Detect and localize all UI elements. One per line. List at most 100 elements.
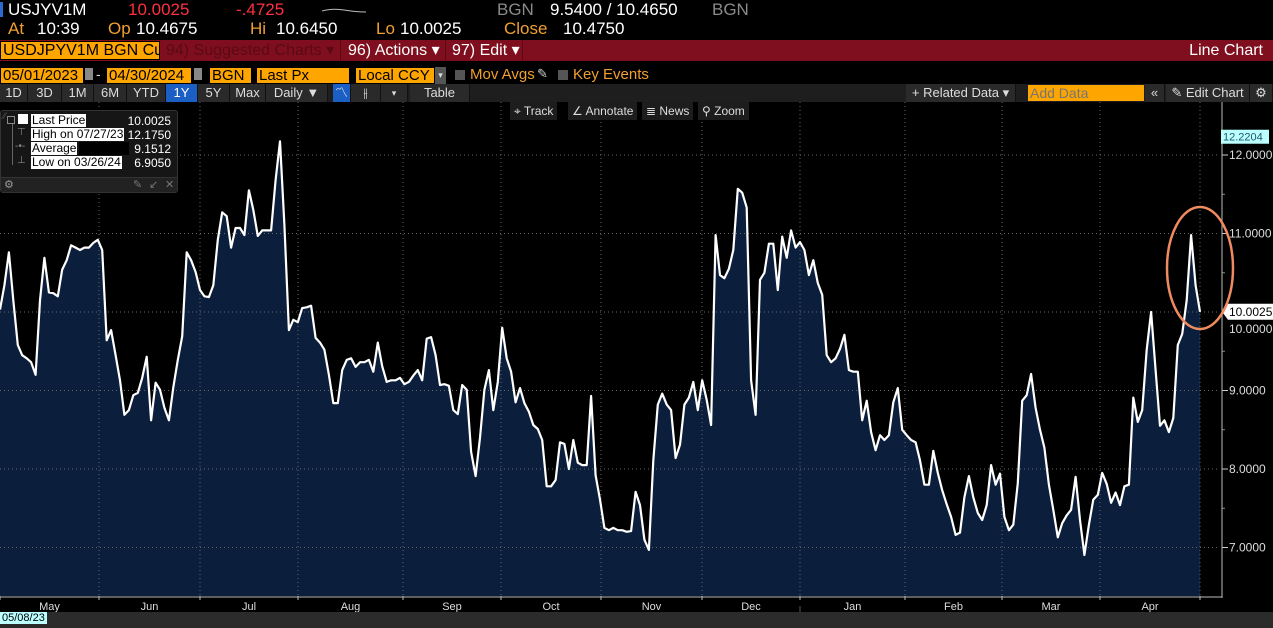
add-data-input[interactable] [1028, 85, 1144, 101]
pencil-icon: ✎ [1171, 85, 1186, 100]
annotate-icon: ∠ [572, 104, 586, 118]
end-date-field[interactable]: 04/30/2024 [106, 67, 192, 84]
period-1y[interactable]: 1Y [166, 84, 198, 102]
bid-ask: 9.5400 / 10.4650 [550, 0, 678, 19]
period-5y[interactable]: 5Y [198, 84, 230, 102]
news-label: News [659, 104, 690, 118]
time-value: 10:39 [37, 19, 80, 38]
period-ytd[interactable]: YTD [127, 84, 166, 102]
x-tick-label: Dec [741, 601, 761, 612]
x-tick-label: Jan [844, 601, 862, 612]
key-events-label[interactable]: Key Events [573, 66, 649, 83]
collapse-icon[interactable]: « [1145, 84, 1165, 102]
actions-menu[interactable]: 96) Actions ▾ [348, 42, 440, 59]
quote-stats: At 10:39 Op 10.4675 Hi 10.6450 Lo 10.002… [0, 19, 1273, 39]
pin-icon[interactable]: ✎ [133, 179, 143, 191]
series-area [0, 141, 1200, 597]
legend-value: 9.1512 [134, 142, 171, 156]
net-change: -.4725 [236, 0, 285, 19]
calendar-icon[interactable] [194, 68, 202, 80]
frequency-selector[interactable]: Daily ▼ [266, 84, 328, 102]
bar-chart-icon[interactable]: ⫲ [351, 84, 381, 102]
menu-bar: USDJPYV1M BGN Cu 94) Suggested Charts ▾ … [0, 40, 1273, 61]
legend-label: High on 07/27/23 [31, 127, 125, 141]
settings-gear-icon[interactable]: ⚙ [1250, 84, 1273, 102]
suggested-charts-menu[interactable]: 94) Suggested Charts ▾ [166, 42, 335, 59]
series-line [0, 140, 1202, 557]
close-value: 10.4750 [563, 19, 625, 38]
collapse-box-icon[interactable] [7, 116, 15, 124]
key-events-checkbox[interactable] [558, 70, 568, 80]
edit-menu[interactable]: 97) Edit ▾ [452, 42, 520, 59]
zoom-button[interactable]: ⚲ Zoom [698, 102, 749, 120]
average-marker-icon: -•- [15, 141, 26, 152]
dropdown-arrow-icon[interactable]: ▾ [435, 67, 446, 84]
x-tick-label: May [39, 601, 60, 612]
mov-avgs-checkbox[interactable] [455, 70, 465, 80]
currency-selector[interactable]: Local CCY [355, 67, 435, 84]
annotate-button[interactable]: ∠ Annotate [568, 102, 638, 120]
line-chart[interactable]: 12.0000 11.0000 10.0000 9.0000 8.0000 7.0000 M… [0, 102, 1273, 612]
x-tick-label: Apr [1141, 601, 1158, 612]
bid-ask-source-2: BGN [712, 0, 749, 19]
series-color-swatch[interactable] [18, 114, 28, 124]
drag-handle-icon[interactable]: ⁄⁄ [3, 111, 7, 121]
period-max[interactable]: Max [230, 84, 266, 102]
edit-chart-label: Edit Chart [1185, 85, 1244, 100]
low-value: 10.0025 [400, 19, 462, 38]
divider [445, 40, 446, 61]
close-icon[interactable]: ✕ [165, 179, 175, 191]
low-marker-icon: ⊥ [17, 155, 26, 166]
news-button[interactable]: ≣ News [642, 102, 694, 120]
date-separator: - [96, 66, 101, 82]
axis-max-label-bg [1221, 129, 1269, 144]
period-1m[interactable]: 1M [62, 84, 94, 102]
x-tick-label: Feb [944, 601, 963, 612]
mov-avgs-label[interactable]: Mov Avgs [470, 66, 535, 83]
last-price: 10.0025 [128, 0, 190, 19]
annotate-label: Annotate [585, 104, 634, 118]
chart-toolbar: 1D 3D 1M 6M YTD 1Y 5Y Max Daily ▼ 〽 ⫲ ▾ … [0, 84, 1273, 102]
x-tick-label: Mar [1042, 601, 1061, 612]
chart-style-dropdown-icon[interactable]: ▾ [381, 84, 408, 102]
low-label: Lo [376, 19, 395, 38]
high-marker-icon: ⊤ [17, 127, 26, 138]
source-field[interactable]: BGN [209, 67, 252, 84]
period-6m[interactable]: 6M [94, 84, 127, 102]
start-date-field[interactable]: 05/01/2023 [0, 67, 84, 84]
cursor-date-label: 05/08/23 [0, 612, 47, 624]
table-button[interactable]: Table [410, 84, 470, 102]
y-tick-label: 12.0000 [1229, 148, 1273, 162]
crosshair-icon: ⌖ [514, 104, 524, 118]
related-data-button[interactable]: + Related Data ▾ [906, 84, 1016, 102]
at-label: At [8, 19, 25, 38]
close-label: Close [504, 19, 548, 38]
x-tick-label: Oct [542, 601, 559, 612]
divider [522, 40, 523, 61]
x-tick-label: Sep [442, 601, 462, 612]
dock-icon[interactable]: ↙ [149, 179, 159, 191]
axis-max-label: 12.2204 [1223, 132, 1263, 144]
y-tick-label: 11.0000 [1229, 227, 1272, 241]
line-chart-icon[interactable]: 〽 [333, 84, 351, 102]
open-label: Op [108, 19, 131, 38]
calendar-icon[interactable] [85, 68, 93, 80]
security-input[interactable]: USDJPYV1M BGN Cu [0, 41, 160, 60]
track-button[interactable]: ⌖ Track [510, 102, 558, 120]
period-1d[interactable]: 1D [0, 84, 28, 102]
gear-icon[interactable]: ⚙ [4, 179, 14, 191]
y-tick-label: 9.0000 [1229, 384, 1266, 398]
field-selector[interactable]: Last Px [256, 67, 350, 84]
legend-panel[interactable]: ⁄⁄ Last Price 10.0025 ⊤ High on 07/27/23… [0, 110, 178, 193]
edit-chart-button[interactable]: ✎ Edit Chart [1166, 84, 1250, 102]
y-tick-label: 7.0000 [1229, 541, 1266, 555]
tree-line [12, 124, 13, 165]
track-label: Track [523, 104, 554, 118]
y-tick-label: 8.0000 [1229, 462, 1266, 476]
scroll-bar[interactable] [0, 612, 1273, 628]
high-value: 10.6450 [276, 19, 338, 38]
pencil-icon[interactable]: ✎ [537, 66, 548, 81]
period-3d[interactable]: 3D [28, 84, 62, 102]
x-tick-label: Jun [141, 601, 159, 612]
annotation-ellipse [1165, 205, 1235, 331]
